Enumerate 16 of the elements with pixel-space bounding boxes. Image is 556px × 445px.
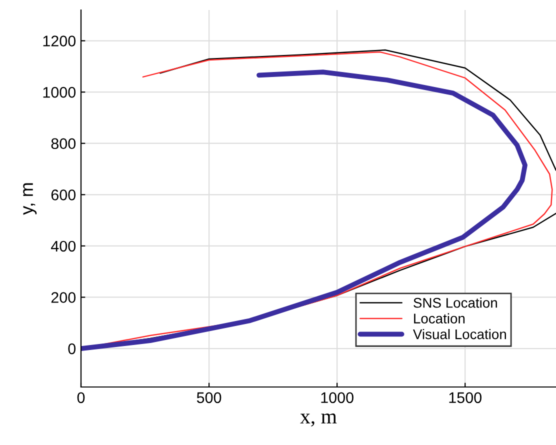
y-tick-label: 800 — [51, 138, 76, 150]
x-tick-label: 500 — [196, 392, 222, 404]
y-tick-label: 1000 — [43, 86, 76, 98]
x-axis-title: x, m — [300, 414, 337, 427]
y-axis-title: y, m — [23, 183, 37, 215]
y-tick-label: 400 — [51, 240, 76, 252]
x-tick-label: 1000 — [321, 392, 354, 404]
legend-label: SNS Location — [414, 298, 497, 308]
x-tick-label: 0 — [77, 392, 85, 404]
x-tick-label: 1500 — [449, 392, 482, 404]
y-tick-label: 0 — [68, 343, 76, 354]
legend-label: Visual Location — [413, 329, 506, 340]
y-tick-label: 200 — [51, 292, 76, 303]
y-tick-label: 1200 — [43, 36, 76, 46]
y-tick-label: 600 — [51, 190, 76, 200]
legend-label: Location — [414, 313, 465, 324]
